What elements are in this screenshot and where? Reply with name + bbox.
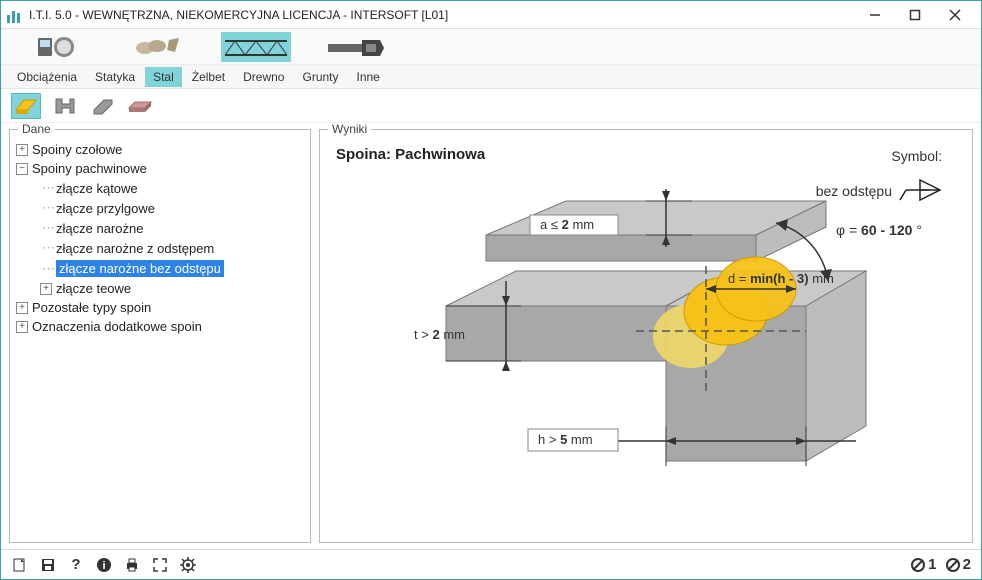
tool-plate-icon[interactable] xyxy=(87,93,117,119)
ribbon-steel-icon[interactable] xyxy=(221,32,291,62)
menubar: Obciążenia Statyka Stal Żelbet Drewno Gr… xyxy=(1,65,981,89)
svg-text:a ≤ 2 mm: a ≤ 2 mm xyxy=(540,217,594,232)
app-icon xyxy=(7,7,23,23)
tree-item[interactable]: ⋯złącze przylgowe xyxy=(16,198,304,218)
ribbon-loads-icon[interactable] xyxy=(21,32,91,62)
weld-diagram: a ≤ 2 mm φ = 60 - 120 xyxy=(336,171,956,511)
sub-toolbar xyxy=(1,89,981,123)
settings-icon[interactable] xyxy=(179,556,197,574)
titlebar: I.T.I. 5.0 - WEWNĘTRZNA, NIEKOMERCYJNA L… xyxy=(1,1,981,29)
menu-stal[interactable]: Stal xyxy=(145,67,182,87)
menu-grunty[interactable]: Grunty xyxy=(294,67,346,87)
tree-item[interactable]: ⋯złącze kątowe xyxy=(16,178,304,198)
menu-zelbet[interactable]: Żelbet xyxy=(184,67,233,87)
svg-text:i: i xyxy=(102,560,105,572)
print-icon[interactable] xyxy=(123,556,141,574)
save-icon[interactable] xyxy=(39,556,57,574)
content-area: Dane +Spoiny czołowe −Spoiny pachwinowe … xyxy=(1,123,981,549)
svg-text:t > 2 mm: t > 2 mm xyxy=(414,327,465,342)
tool-profile-icon[interactable] xyxy=(49,93,79,119)
tree-panel-title: Dane xyxy=(18,123,55,136)
results-panel: Wyniki Spoina: Pachwinowa Symbol: bez od… xyxy=(319,129,973,543)
maximize-button[interactable] xyxy=(895,2,935,28)
window-controls xyxy=(855,2,975,28)
tool-weld-icon[interactable] xyxy=(11,93,41,119)
ribbon-concrete-icon[interactable] xyxy=(321,32,391,62)
help-icon[interactable]: ? xyxy=(67,556,85,574)
new-file-icon[interactable] xyxy=(11,556,29,574)
tree-item[interactable]: ⋯złącze narożne xyxy=(16,218,304,238)
symbol-label: Symbol: xyxy=(891,148,942,164)
tree-item[interactable]: ⋯złącze narożne z odstępem xyxy=(16,238,304,258)
tool-beam-icon[interactable] xyxy=(125,93,155,119)
menu-statyka[interactable]: Statyka xyxy=(87,67,143,87)
tree-item[interactable]: +Pozostałe typy spoin xyxy=(16,298,304,317)
menu-drewno[interactable]: Drewno xyxy=(235,67,292,87)
tree: +Spoiny czołowe −Spoiny pachwinowe ⋯złąc… xyxy=(10,140,310,542)
results-panel-title: Wyniki xyxy=(328,123,371,136)
tree-item-selected[interactable]: ⋯złącze narożne bez odstępu xyxy=(16,258,304,279)
minimize-button[interactable] xyxy=(855,2,895,28)
svg-text:φ = 60 - 120 °: φ = 60 - 120 ° xyxy=(836,222,922,238)
tree-item[interactable]: +Oznaczenia dodatkowe spoin xyxy=(16,317,304,336)
svg-text:d = min(h - 3) mm: d = min(h - 3) mm xyxy=(728,271,834,286)
status-right: 1 2 xyxy=(910,556,971,573)
tree-item[interactable]: −Spoiny pachwinowe xyxy=(16,159,304,178)
statusbar: ? i 1 2 xyxy=(1,549,981,579)
info-icon[interactable]: i xyxy=(95,556,113,574)
results-body: Spoina: Pachwinowa Symbol: bez odstępu xyxy=(320,138,972,542)
menu-obciazenia[interactable]: Obciążenia xyxy=(9,67,85,87)
window-title: I.T.I. 5.0 - WEWNĘTRZNA, NIEKOMERCYJNA L… xyxy=(29,8,855,22)
fullscreen-icon[interactable] xyxy=(151,556,169,574)
ribbon xyxy=(1,29,981,65)
target-1-icon xyxy=(910,557,926,573)
tree-item[interactable]: +Spoiny czołowe xyxy=(16,140,304,159)
main-window: I.T.I. 5.0 - WEWNĘTRZNA, NIEKOMERCYJNA L… xyxy=(0,0,982,580)
menu-inne[interactable]: Inne xyxy=(349,67,388,87)
tree-panel: Dane +Spoiny czołowe −Spoiny pachwinowe … xyxy=(9,129,311,543)
ribbon-statics-icon[interactable] xyxy=(121,32,191,62)
tree-item[interactable]: +złącze teowe xyxy=(16,279,304,298)
svg-text:h > 5 mm: h > 5 mm xyxy=(538,432,593,447)
close-button[interactable] xyxy=(935,2,975,28)
target-2-icon xyxy=(945,557,961,573)
